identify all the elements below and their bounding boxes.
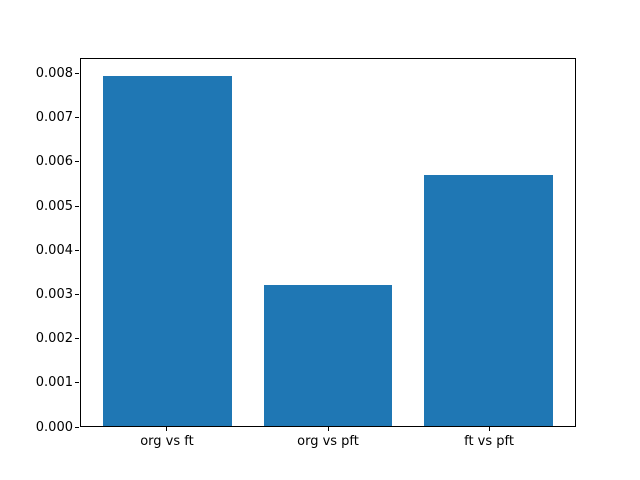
y-tick-label: 0.000 [35, 419, 73, 435]
bar-ft-vs-pft [424, 174, 553, 426]
x-tick-mark [488, 427, 490, 431]
y-tick-mark [75, 117, 79, 119]
plot-area [80, 58, 576, 427]
bar-org-vs-pft [263, 284, 393, 426]
y-tick-label: 0.006 [35, 154, 73, 170]
x-tick-label: org vs ft [140, 434, 194, 449]
y-tick-label: 0.008 [35, 65, 73, 81]
y-tick-label: 0.001 [35, 375, 73, 391]
y-tick-label: 0.005 [35, 198, 73, 214]
x-tick-mark [327, 427, 329, 431]
y-tick-mark [75, 249, 79, 251]
y-tick-mark [75, 382, 79, 384]
y-tick-mark [75, 293, 79, 295]
y-tick-mark [75, 72, 79, 74]
x-tick-label: org vs pft [297, 434, 359, 449]
y-tick-mark [75, 426, 79, 428]
bar-org-vs-ft [103, 75, 232, 426]
y-tick-label: 0.003 [35, 286, 73, 302]
y-tick-mark [75, 338, 79, 340]
y-tick-label: 0.002 [35, 331, 73, 347]
y-tick-label: 0.004 [35, 242, 73, 258]
x-tick-label: ft vs pft [464, 434, 514, 449]
y-tick-mark [75, 161, 79, 163]
y-tick-mark [75, 205, 79, 207]
y-tick-label: 0.007 [35, 110, 73, 126]
x-tick-mark [166, 427, 168, 431]
